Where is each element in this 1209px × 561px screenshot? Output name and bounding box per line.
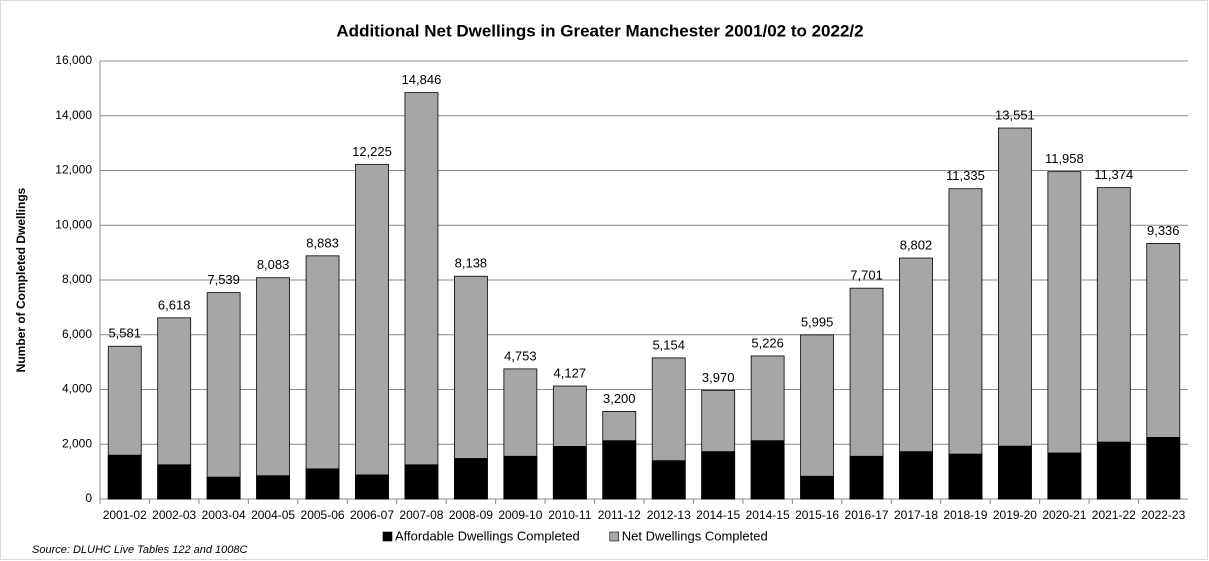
x-tick-label: 2008-09 — [449, 508, 493, 522]
bar — [256, 475, 290, 500]
bar — [552, 446, 587, 500]
y-tick-label: 10,000 — [55, 217, 92, 231]
bar — [355, 474, 389, 500]
bar — [800, 475, 834, 500]
bar — [355, 163, 389, 500]
data-label: 12,225 — [352, 144, 392, 159]
x-tick-label: 2018-19 — [943, 508, 987, 522]
data-label: 14,846 — [402, 72, 442, 87]
bar — [157, 464, 192, 500]
legend-label: Affordable Dwellings Completed — [395, 528, 580, 543]
data-label: 7,539 — [207, 272, 240, 287]
bar — [206, 476, 241, 500]
x-tick-label: 2001-02 — [103, 508, 147, 522]
x-tick-label: 2006-07 — [350, 508, 394, 522]
x-tick-label: 2017-18 — [894, 508, 938, 522]
x-tick-label: 2007-08 — [399, 508, 443, 522]
bar — [305, 468, 340, 500]
bar — [454, 458, 488, 500]
data-label: 5,995 — [801, 314, 834, 329]
x-tick-label: 2016-17 — [845, 508, 889, 522]
bar — [701, 451, 736, 500]
bar — [1047, 171, 1082, 500]
x-tick-label: 2015-16 — [795, 508, 839, 522]
bar — [899, 451, 933, 500]
x-tick-label: 2020-21 — [1042, 508, 1086, 522]
x-tick-label: 2011-12 — [598, 508, 641, 522]
x-tick-label: 2003-04 — [202, 508, 246, 522]
y-tick-label: 8,000 — [62, 272, 92, 286]
x-tick-label: 2009-10 — [498, 508, 542, 522]
x-tick-label: 2004-05 — [251, 508, 295, 522]
y-tick-label: 14,000 — [55, 108, 92, 122]
data-label: 11,374 — [1094, 167, 1133, 182]
bar — [107, 454, 142, 500]
data-label: 3,970 — [702, 370, 735, 385]
data-label: 8,802 — [900, 237, 933, 252]
legend-swatch — [609, 531, 620, 542]
data-label: 5,226 — [751, 335, 784, 350]
data-label: 5,154 — [652, 337, 685, 352]
x-tick-label: 2022-23 — [1141, 508, 1185, 522]
y-tick-label: 16,000 — [55, 53, 92, 67]
x-tick-label: 2010-11 — [548, 508, 591, 522]
bar — [305, 255, 340, 500]
x-tick-label: 2012-13 — [647, 508, 691, 522]
x-tick-label: 2014-15 — [746, 508, 790, 522]
y-tick-label: 2,000 — [62, 436, 92, 450]
bar — [998, 445, 1032, 500]
data-label: 9,336 — [1147, 223, 1180, 238]
bar — [750, 440, 785, 500]
bar — [800, 334, 834, 500]
bar — [404, 464, 439, 500]
bar — [948, 188, 983, 500]
data-label: 7,701 — [850, 268, 883, 283]
data-label: 8,883 — [306, 235, 339, 250]
bar — [404, 92, 439, 500]
source-note: Source: DLUHC Live Tables 122 and 1008C — [32, 544, 248, 556]
bar — [1096, 441, 1131, 500]
bar — [849, 455, 884, 500]
x-tick-label: 2019-20 — [993, 508, 1037, 522]
data-label: 4,127 — [554, 365, 587, 380]
chart-title: Additional Net Dwellings in Greater Manc… — [336, 21, 863, 40]
bar — [948, 453, 983, 500]
bar — [651, 460, 686, 500]
y-tick-label: 0 — [85, 491, 92, 505]
legend-label: Net Dwellings Completed — [622, 528, 768, 543]
bar — [206, 292, 241, 500]
y-tick-label: 6,000 — [62, 327, 92, 341]
x-tick-label: 2005-06 — [301, 508, 345, 522]
data-label: 11,958 — [1045, 151, 1084, 166]
y-axis-label: Number of Completed Dwellings — [14, 187, 28, 372]
x-tick-label: 2021-22 — [1092, 508, 1136, 522]
data-label: 5,581 — [108, 326, 141, 341]
data-label: 13,551 — [995, 107, 1035, 122]
x-tick-label: 2014-15 — [696, 508, 740, 522]
y-tick-label: 12,000 — [55, 163, 92, 177]
legend-swatch — [382, 531, 393, 542]
x-tick-label: 2002-03 — [152, 508, 196, 522]
data-label: 3,200 — [603, 391, 636, 406]
y-tick-label: 4,000 — [62, 382, 92, 396]
bar — [1146, 437, 1181, 500]
bar — [1047, 452, 1082, 500]
data-label: 11,335 — [946, 168, 985, 183]
data-label: 4,753 — [504, 348, 537, 363]
data-label: 8,138 — [455, 256, 488, 271]
bar — [503, 455, 538, 500]
bar — [998, 127, 1032, 500]
data-label: 8,083 — [257, 257, 290, 272]
bar — [256, 277, 290, 500]
data-label: 6,618 — [158, 297, 191, 312]
bar — [602, 440, 637, 500]
